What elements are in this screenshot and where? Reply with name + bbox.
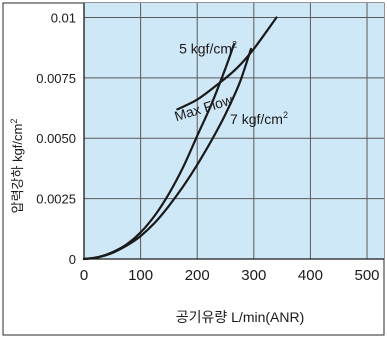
grid: [84, 3, 384, 259]
y-tick-label: 0.0050: [36, 131, 76, 146]
y-tick-label: 0.0025: [36, 192, 76, 207]
y-axis-title: 압력강하 kgf/cm2: [9, 119, 25, 214]
series-line-2: [82, 47, 253, 261]
annotation-1: 5 kgf/cm2: [179, 40, 237, 57]
annotation-2: 7 kgf/cm2: [230, 110, 288, 127]
x-tick-label: 0: [80, 267, 88, 284]
x-tick-label: 500: [355, 267, 380, 284]
y-tick-labels: 0 0.0025 0.0050 0.0075 0.01: [36, 10, 76, 267]
series-lines: [82, 16, 278, 261]
y-axis-title-text: 압력강하 kgf/cm: [10, 124, 25, 214]
y-tick-label: 0: [69, 252, 76, 267]
y-axis-title-sup: 2: [9, 119, 19, 124]
x-axis-title: 공기유량 L/min(ANR): [176, 309, 305, 325]
x-tick-label: 100: [128, 267, 153, 284]
y-tick-label: 0.01: [51, 10, 76, 25]
x-tick-label: 300: [241, 267, 266, 284]
x-tick-label: 200: [185, 267, 210, 284]
x-tick-labels: 0 100 200 300 400 500: [80, 267, 380, 284]
x-tick-label: 400: [298, 267, 323, 284]
y-tick-label: 0.0075: [36, 71, 76, 86]
series-line-3: [176, 16, 278, 111]
